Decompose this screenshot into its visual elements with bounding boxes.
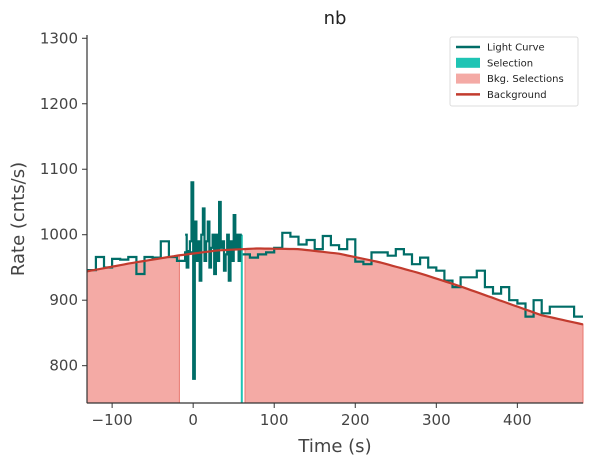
x-axis-label: Time (s) bbox=[297, 436, 371, 457]
legend-frame bbox=[449, 36, 579, 107]
selection-layer bbox=[240, 234, 243, 403]
y-axis-label: Rate (cnts/s) bbox=[8, 162, 29, 276]
x-tick-label: 100 bbox=[260, 411, 289, 429]
legend-label-1: Light Curve bbox=[487, 43, 545, 54]
x-tick-label: −100 bbox=[92, 411, 133, 429]
light-curve-burst bbox=[185, 181, 242, 380]
y-tick-label: 800 bbox=[49, 357, 78, 375]
legend-swatch-2 bbox=[456, 57, 480, 68]
x-tick-label: 0 bbox=[188, 411, 198, 429]
axes bbox=[86, 35, 583, 404]
legend-label-2: Selection bbox=[487, 58, 533, 69]
y-tick-label: 900 bbox=[49, 291, 78, 309]
bkg-selection-region-1 bbox=[86, 254, 180, 404]
x-tick-label: 400 bbox=[503, 411, 532, 429]
light-curve-post bbox=[242, 231, 583, 318]
background-fit-line bbox=[86, 247, 584, 326]
chart-title: nb bbox=[324, 8, 347, 29]
bkg-selections-layer bbox=[86, 247, 584, 404]
x-tick-label: 200 bbox=[341, 411, 370, 429]
y-tick-label: 1000 bbox=[40, 226, 78, 244]
legend-label-4: Background bbox=[487, 90, 547, 101]
background-layer bbox=[86, 247, 584, 326]
y-tick-label: 1300 bbox=[40, 29, 78, 47]
y-tick-label: 1200 bbox=[40, 95, 78, 113]
y-tick-label: 1100 bbox=[40, 160, 78, 178]
legend: Light Curve Selection Bkg. Selections Backg… bbox=[449, 36, 579, 107]
legend-label-3: Bkg. Selections bbox=[487, 74, 564, 85]
legend-swatch-3 bbox=[456, 73, 480, 84]
x-tick-label: 300 bbox=[422, 411, 451, 429]
ticks: −100 0 100 200 300 400 800 900 1000 1100 1200 1300 bbox=[40, 29, 532, 429]
